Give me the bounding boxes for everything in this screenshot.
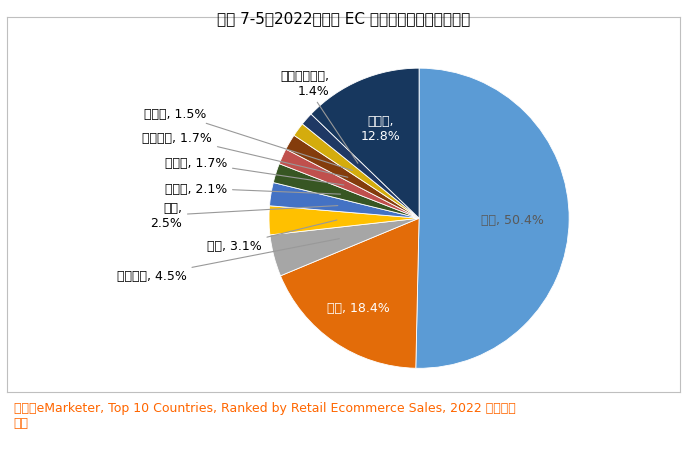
Text: インドネシア,
1.4%: インドネシア, 1.4% <box>280 70 358 164</box>
Wedge shape <box>269 183 419 219</box>
Wedge shape <box>286 136 419 219</box>
Wedge shape <box>269 206 419 235</box>
Wedge shape <box>273 164 419 219</box>
Wedge shape <box>311 69 419 219</box>
Text: 出所：eMarketer, Top 10 Countries, Ranked by Retail Ecommerce Sales, 2022 をもとに
作成: 出所：eMarketer, Top 10 Countries, Ranked b… <box>14 401 515 429</box>
Text: その他,
12.8%: その他, 12.8% <box>361 115 401 143</box>
Text: インド, 1.7%: インド, 1.7% <box>165 157 344 185</box>
Text: 米国, 18.4%: 米国, 18.4% <box>327 301 390 314</box>
Wedge shape <box>279 150 419 219</box>
Text: イギリス, 4.5%: イギリス, 4.5% <box>117 239 339 282</box>
Text: ドイツ, 2.1%: ドイツ, 2.1% <box>165 182 341 195</box>
Text: 日本, 3.1%: 日本, 3.1% <box>207 221 337 252</box>
Wedge shape <box>270 219 419 276</box>
Wedge shape <box>280 219 419 368</box>
Text: 韓国,
2.5%: 韓国, 2.5% <box>150 202 338 230</box>
Wedge shape <box>294 124 419 219</box>
Text: カナダ, 1.5%: カナダ, 1.5% <box>144 107 352 171</box>
Wedge shape <box>416 69 569 368</box>
Wedge shape <box>302 115 419 219</box>
Text: 中国, 50.4%: 中国, 50.4% <box>481 213 543 226</box>
Text: フランス, 1.7%: フランス, 1.7% <box>142 131 348 178</box>
Text: 図表 7-5：2022年国別 EC 市場シェア（単位：％）: 図表 7-5：2022年国別 EC 市場シェア（単位：％） <box>217 11 470 26</box>
